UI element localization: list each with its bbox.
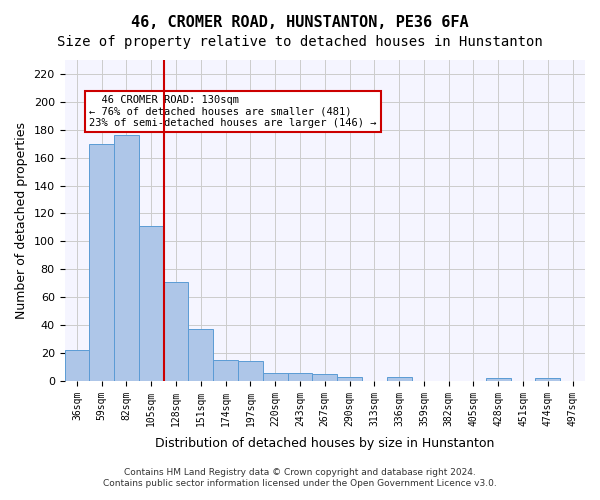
Bar	[287, 372, 313, 381]
Text: Contains HM Land Registry data © Crown copyright and database right 2024.
Contai: Contains HM Land Registry data © Crown c…	[103, 468, 497, 487]
Bar	[337, 376, 362, 381]
Bar	[164, 282, 188, 381]
Text: 46, CROMER ROAD, HUNSTANTON, PE36 6FA: 46, CROMER ROAD, HUNSTANTON, PE36 6FA	[131, 15, 469, 30]
Bar	[89, 144, 114, 381]
Bar	[188, 330, 213, 381]
Bar	[387, 376, 412, 381]
Bar	[263, 372, 287, 381]
Bar	[114, 136, 139, 381]
Bar	[139, 226, 164, 381]
Bar	[213, 360, 238, 381]
Bar	[486, 378, 511, 381]
Bar	[65, 350, 89, 381]
Bar	[313, 374, 337, 381]
Bar	[238, 362, 263, 381]
Y-axis label: Number of detached properties: Number of detached properties	[15, 122, 28, 319]
Text: 46 CROMER ROAD: 130sqm
← 76% of detached houses are smaller (481)
23% of semi-de: 46 CROMER ROAD: 130sqm ← 76% of detached…	[89, 95, 377, 128]
X-axis label: Distribution of detached houses by size in Hunstanton: Distribution of detached houses by size …	[155, 437, 494, 450]
Text: Size of property relative to detached houses in Hunstanton: Size of property relative to detached ho…	[57, 35, 543, 49]
Bar	[535, 378, 560, 381]
